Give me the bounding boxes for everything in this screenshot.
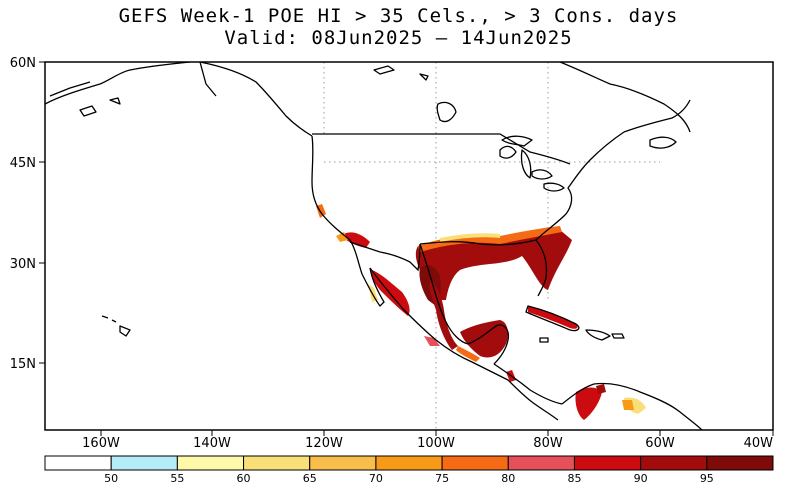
lat-label-30n: 30N (10, 257, 36, 272)
map-frame (44, 61, 774, 431)
colorbar-swatch (375, 455, 443, 471)
valid-date-range: Valid: 08Jun2025 — 14Jun2025 (224, 27, 573, 49)
colorbar-label: 60 (237, 472, 251, 485)
colorbar-swatch (441, 455, 509, 471)
lon-label-80w: 80W (533, 436, 563, 451)
colorbar-swatch (507, 455, 575, 471)
colorbar-label: 70 (369, 472, 383, 485)
colorbar-label: 75 (435, 472, 449, 485)
coastlines (45, 62, 703, 430)
colorbar-swatch (110, 455, 178, 471)
shading-sw-us-edge (336, 232, 348, 242)
shading-sw-us (344, 232, 370, 248)
axis-ticks (39, 61, 774, 436)
colorbar-swatch (44, 455, 112, 471)
graticule (323, 62, 660, 430)
colorbar-swatch (243, 455, 311, 471)
shading-baja (368, 284, 378, 302)
probability-shading (316, 204, 646, 420)
colorbar-label: 80 (501, 472, 515, 485)
shading-venezuela-2 (622, 400, 634, 410)
lat-label-15n: 15N (10, 357, 36, 372)
borders (199, 62, 571, 272)
lon-label-160w: 160W (82, 436, 120, 451)
map-area (45, 62, 703, 430)
shading-yucatan-edge (456, 346, 480, 362)
lat-label-45n: 45N (10, 156, 36, 171)
lon-label-60w: 60W (645, 436, 675, 451)
colorbar-label: 85 (567, 472, 581, 485)
shading-gulf-coast-fringe (440, 233, 500, 242)
colorbar-swatch (573, 455, 642, 471)
shading-gulf-coast (415, 230, 572, 300)
colorbar: 50 55 60 65 70 75 80 85 90 95 (44, 455, 774, 485)
lat-label-60n: 60N (10, 56, 36, 71)
lon-label-140w: 140W (193, 436, 231, 451)
shading-gulf-coast-edge (418, 226, 562, 252)
colorbar-label: 95 (700, 472, 714, 485)
colorbar-swatch (176, 455, 245, 471)
colorbar-swatch (640, 455, 708, 471)
colorbar-label: 90 (634, 472, 648, 485)
lon-label-100w: 100W (417, 436, 455, 451)
shading-colombia (575, 387, 602, 420)
lon-label-120w: 120W (305, 436, 343, 451)
lon-label-40w: 40W (744, 436, 774, 451)
shading-yucatan (460, 320, 508, 358)
colorbar-label: 65 (303, 472, 317, 485)
shading-caribbean (596, 384, 606, 394)
colorbar-swatch (309, 455, 377, 471)
colorbar-swatch (706, 455, 774, 471)
colorbar-label: 50 (104, 472, 118, 485)
colorbar-label: 55 (170, 472, 184, 485)
shading-pacific-mexico (424, 336, 440, 346)
map-title: GEFS Week-1 POE HI > 35 Cels., > 3 Cons.… (118, 5, 679, 27)
shading-cuba (528, 306, 578, 329)
